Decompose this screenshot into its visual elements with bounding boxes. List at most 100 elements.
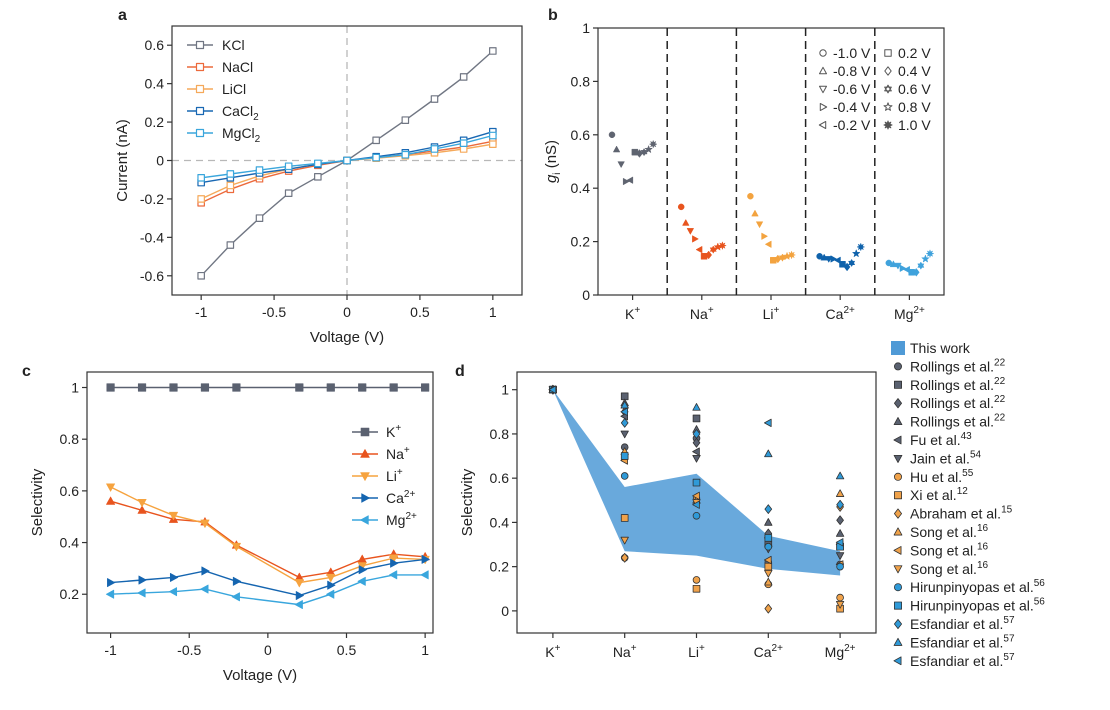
x-tick-label: Na+	[690, 305, 714, 322]
series-line-li	[110, 486, 426, 584]
legend-label: -0.4 V	[833, 99, 871, 115]
x-tick-label: 0	[343, 304, 351, 320]
data-point-li	[756, 221, 764, 228]
reference-point	[763, 418, 772, 428]
reference-point	[835, 489, 845, 497]
data-point-k	[644, 145, 653, 153]
data-point-k	[326, 383, 335, 392]
data-point-mgcl	[343, 156, 351, 165]
reference-point	[692, 584, 701, 593]
data-point-k	[622, 177, 630, 186]
y-axis-title: gi (nS)	[543, 140, 563, 183]
data-point-kcl	[255, 214, 264, 222]
legend-marker	[893, 546, 902, 555]
x-tick-label: Ca2+	[754, 643, 783, 660]
data-point-k	[626, 176, 634, 184]
data-point-mg	[168, 587, 178, 597]
x-tick-label: -0.5	[262, 304, 286, 320]
x-tick-label: Mg2+	[825, 643, 856, 660]
data-point-ca	[834, 256, 841, 264]
data-point-ca	[358, 565, 367, 575]
y-tick-label: 0.8	[60, 431, 80, 447]
legend-marker	[894, 583, 903, 592]
series-line-mg	[110, 574, 426, 606]
data-point-li	[326, 573, 336, 583]
data-point-licl	[226, 181, 235, 190]
reference-point	[620, 514, 629, 522]
data-point-ca	[327, 580, 336, 590]
legend-label: Hirunpinyopas et al.56	[910, 597, 1045, 614]
data-point-mgcl	[314, 159, 322, 168]
legend-marker	[195, 128, 205, 138]
data-point-na	[137, 505, 147, 514]
legend-label: Li+	[386, 467, 403, 484]
data-point-ca	[295, 591, 304, 601]
legend-marker	[818, 120, 827, 130]
reference-point	[620, 392, 629, 401]
reference-point	[836, 562, 844, 571]
reference-point	[764, 449, 773, 458]
reference-point	[836, 515, 844, 526]
data-point-mgcl	[197, 173, 205, 182]
reference-point	[692, 454, 701, 463]
data-point-na	[692, 235, 699, 243]
legend-label: 0.6 V	[898, 81, 931, 97]
data-point-mg	[326, 589, 335, 599]
data-point-mg	[200, 584, 209, 594]
legend-label: Song et al.16	[910, 523, 988, 540]
legend-marker	[893, 527, 903, 536]
data-point-mgcl	[284, 162, 293, 171]
legend-marker	[894, 618, 902, 630]
series-line-ca	[110, 558, 426, 597]
legend-marker	[195, 106, 205, 116]
reference-point	[835, 471, 845, 480]
y-tick-label: 0.2	[145, 114, 165, 130]
y-tick-label: 1	[582, 20, 590, 36]
data-point-k	[649, 140, 658, 149]
legend-marker	[893, 656, 902, 666]
x-tick-label: Mg2+	[894, 305, 925, 322]
data-point-mgcl	[401, 150, 410, 159]
x-tick-label: -0.5	[177, 642, 201, 658]
panel-label-c: c	[22, 363, 31, 380]
legend-marker	[894, 398, 902, 409]
data-point-k	[295, 383, 304, 392]
reference-point	[692, 447, 700, 456]
data-point-ca	[825, 256, 833, 263]
reference-point	[764, 577, 773, 586]
data-point-ca	[830, 255, 838, 263]
data-point-na	[718, 241, 727, 250]
data-point-ca	[421, 554, 430, 564]
x-tick-label: K+	[545, 643, 560, 660]
data-point-mg	[389, 570, 398, 580]
data-point-li	[787, 250, 796, 259]
series-line-na	[110, 500, 426, 579]
data-point-k	[613, 145, 621, 153]
data-point-mg	[908, 269, 915, 276]
legend-marker	[195, 84, 205, 94]
legend-label: 0.8 V	[898, 99, 931, 115]
legend-label: -0.6 V	[833, 81, 871, 97]
legend-label: Abraham et al.15	[910, 505, 1013, 522]
y-tick-label: 0.8	[571, 73, 591, 89]
legend-marker	[195, 40, 205, 50]
x-tick-label: 0	[264, 642, 272, 658]
data-point-ca	[816, 253, 823, 260]
legend-marker	[894, 491, 902, 500]
data-point-licl	[197, 195, 205, 203]
legend-label: Fu et al.43	[910, 431, 972, 448]
reference-point	[764, 569, 773, 578]
legend-label: Rollings et al.22	[910, 394, 1006, 411]
data-point-na	[709, 245, 717, 254]
data-point-mgcl	[459, 139, 468, 148]
x-tick-label: -1	[195, 304, 208, 320]
reference-point	[692, 491, 700, 501]
panel-label-b: b	[548, 7, 558, 24]
legend-label: LiCl	[222, 81, 246, 97]
legend-marker	[893, 417, 903, 426]
legend-marker	[361, 493, 370, 503]
data-point-k	[200, 383, 210, 392]
x-tick-label: 1	[421, 642, 429, 658]
data-point-ca	[852, 249, 861, 258]
legend-marker	[893, 565, 903, 574]
